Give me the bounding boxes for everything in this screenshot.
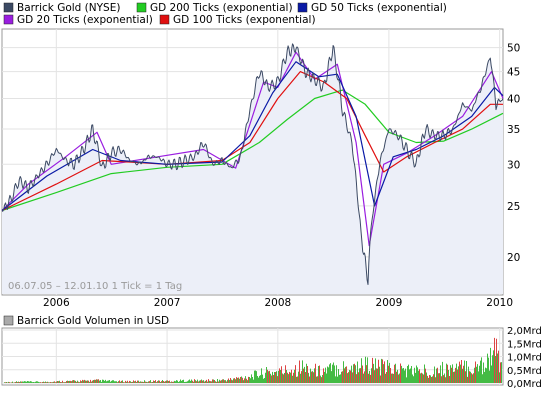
price-y-tick-label: 25 bbox=[507, 201, 520, 213]
legend-swatch-price bbox=[3, 2, 14, 13]
series-line-gd-200-ticks-exponential bbox=[1, 89, 504, 212]
price-y-tick-label: 50 bbox=[507, 43, 520, 55]
legend-swatch-ema50 bbox=[297, 2, 308, 13]
price-y-axis: 20 25 30 35 40 45 50 bbox=[507, 43, 520, 264]
volume-y-tick-label: 1,5Mrd bbox=[507, 339, 542, 350]
volume-y-tick-label: 0,5Mrd bbox=[507, 366, 542, 377]
series-line-gd-20-ticks-exponential bbox=[1, 51, 504, 247]
legend-label-ema20: GD 20 Ticks (exponential) bbox=[17, 14, 153, 26]
series-line-barrick-gold-nyse bbox=[1, 43, 504, 285]
x-tick-label: 2009 bbox=[376, 297, 403, 309]
legend-swatch-ema20 bbox=[3, 14, 14, 25]
x-tick-label: 2007 bbox=[154, 297, 181, 309]
period-note: 06.07.05 – 12.01.10 1 Tick = 1 Tag bbox=[8, 281, 182, 292]
volume-y-axis: 0,0Mrd 0,5Mrd 1,0Mrd 1,5Mrd 2,0Mrd bbox=[507, 326, 542, 390]
price-y-tick-label: 30 bbox=[507, 159, 520, 171]
x-tick-label: 2008 bbox=[264, 297, 291, 309]
legend-label-ema100: GD 100 Ticks (exponential) bbox=[173, 14, 316, 26]
x-tick-label: 2010 bbox=[486, 297, 513, 309]
volume-y-tick-label: 1,0Mrd bbox=[507, 353, 542, 364]
x-tick-label: 2006 bbox=[43, 297, 70, 309]
legend-swatch-ema100 bbox=[159, 14, 170, 25]
legend-swatch-ema200 bbox=[136, 2, 147, 13]
legend-label-ema50: GD 50 Ticks (exponential) bbox=[311, 2, 447, 14]
price-y-tick-label: 40 bbox=[507, 94, 520, 106]
price-y-tick-label: 20 bbox=[507, 252, 520, 264]
legend-swatch-volume bbox=[3, 315, 14, 326]
price-y-tick-label: 45 bbox=[507, 67, 520, 79]
legend-label-price: Barrick Gold (NYSE) bbox=[17, 2, 120, 14]
legend-label-volume: Barrick Gold Volumen in USD bbox=[17, 315, 169, 327]
legend-label-ema200: GD 200 Ticks (exponential) bbox=[150, 2, 293, 14]
volume-y-tick-label: 0,0Mrd bbox=[507, 379, 542, 390]
price-series-lines bbox=[1, 43, 504, 285]
x-axis: 2006 2007 2008 2009 2010 bbox=[43, 297, 513, 309]
volume-bars bbox=[4, 337, 502, 383]
price-legend: Barrick Gold (NYSE) GD 200 Ticks (expone… bbox=[3, 2, 447, 26]
price-y-tick-label: 35 bbox=[507, 124, 520, 136]
price-area-fill bbox=[2, 43, 503, 295]
volume-y-tick-label: 2,0Mrd bbox=[507, 326, 542, 337]
